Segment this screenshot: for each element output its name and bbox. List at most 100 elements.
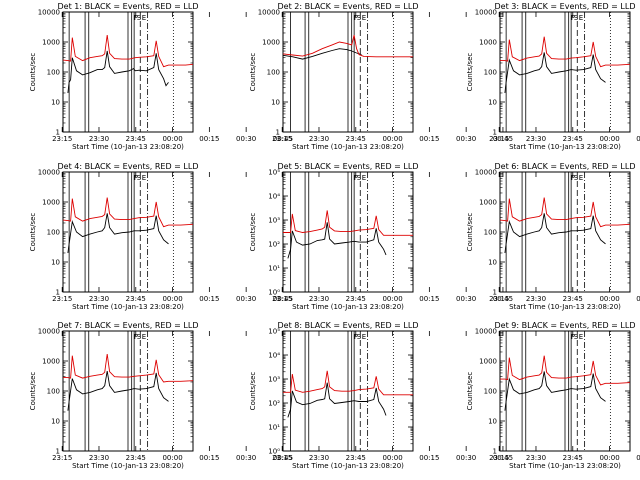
marker-letter: F bbox=[134, 14, 138, 22]
series-line-events bbox=[287, 222, 387, 259]
x-tick-label: 00:30 bbox=[236, 135, 256, 143]
marker-letter: S bbox=[574, 174, 579, 182]
y-tick-label: 1 bbox=[276, 129, 280, 137]
y-tick-label: 10¹ bbox=[268, 424, 280, 432]
x-axis-label: Start Time (10-Jan-13 23:08:20) bbox=[509, 143, 621, 151]
y-axis-label: Counts/sec bbox=[249, 213, 257, 252]
marker-letter: E bbox=[579, 333, 583, 341]
marker-letter: E bbox=[362, 14, 366, 22]
y-tick-label: 10 bbox=[51, 99, 60, 107]
series-line-lld bbox=[282, 34, 413, 58]
marker-letter: S bbox=[574, 333, 579, 341]
y-tick-label: 10 bbox=[488, 99, 497, 107]
marker-letter: S bbox=[357, 174, 362, 182]
x-tick-label: 23:45 bbox=[346, 135, 366, 143]
x-tick-label: 00:30 bbox=[456, 454, 476, 462]
marker-letter: S bbox=[137, 14, 142, 22]
x-tick-label: 23:45 bbox=[346, 295, 366, 303]
series-line-lld bbox=[499, 197, 631, 228]
x-tick-label: 00:15 bbox=[419, 295, 439, 303]
series-line-lld bbox=[283, 370, 413, 396]
marker-letter: E bbox=[142, 174, 146, 182]
y-tick-label: 10⁴ bbox=[268, 352, 280, 360]
x-axis-label: Start Time (10-Jan-13 23:08:20) bbox=[72, 462, 184, 470]
x-tick-label: 00:00 bbox=[382, 135, 402, 143]
marker-letter: E bbox=[362, 174, 366, 182]
x-tick-label: 00:30 bbox=[236, 295, 256, 303]
x-tick-label: 00:00 bbox=[599, 454, 619, 462]
series-line-events bbox=[67, 371, 169, 411]
series-line-lld bbox=[500, 355, 631, 386]
x-tick-label: 00:15 bbox=[199, 135, 219, 143]
x-tick-label: 23:30 bbox=[526, 454, 546, 462]
panel-det-6: Det 6: BLACK = Events, RED = LLD 1 10 100 10… bbox=[466, 162, 640, 311]
x-tick-label: 00:15 bbox=[199, 295, 219, 303]
y-tick-label: 1 bbox=[56, 289, 60, 297]
panel-det-3: Det 3: BLACK = Events, RED = LLD 1 10 100 10… bbox=[466, 2, 640, 151]
panel-title: Det 8: BLACK = Events, RED = LLD bbox=[278, 321, 419, 330]
x-tick-label: 00:00 bbox=[599, 135, 619, 143]
marker-letter: F bbox=[134, 174, 138, 182]
series-line-lld bbox=[62, 35, 194, 68]
y-tick-label: 100 bbox=[47, 388, 60, 396]
y-tick-label: 10000 bbox=[38, 169, 60, 177]
y-tick-label: 100 bbox=[47, 229, 60, 237]
y-tick-label: 10 bbox=[51, 259, 60, 267]
x-tick-label: 23:45 bbox=[126, 135, 146, 143]
x-axis-label: Start Time (10-Jan-13 23:08:20) bbox=[72, 143, 184, 151]
x-tick-label: 00:45 bbox=[273, 135, 293, 143]
series-line-lld bbox=[283, 210, 413, 236]
y-tick-label: 10000 bbox=[475, 169, 497, 177]
x-tick-label: 00:00 bbox=[382, 454, 402, 462]
y-tick-label: 10⁵ bbox=[268, 328, 280, 336]
x-tick-label: 00:45 bbox=[273, 454, 293, 462]
marker-letter: F bbox=[571, 333, 575, 341]
x-tick-label: 00:00 bbox=[162, 454, 182, 462]
marker-letter: S bbox=[357, 14, 362, 22]
y-axis-label: Counts/sec bbox=[466, 53, 474, 92]
y-tick-label: 10² bbox=[268, 241, 280, 249]
y-tick-label: 1 bbox=[56, 448, 60, 456]
x-tick-label: 23:30 bbox=[309, 295, 329, 303]
y-tick-label: 100 bbox=[484, 229, 497, 237]
x-tick-label: 00:15 bbox=[636, 295, 640, 303]
x-tick-label: 00:15 bbox=[419, 135, 439, 143]
panel-det-9: Det 9: BLACK = Events, RED = LLD 1 10 100 10… bbox=[466, 321, 640, 470]
y-tick-label: 10000 bbox=[258, 9, 280, 17]
y-axis-label: Counts/sec bbox=[466, 213, 474, 252]
marker-letter: S bbox=[574, 14, 579, 22]
y-tick-label: 10⁰ bbox=[268, 448, 280, 456]
series-line-events bbox=[282, 48, 362, 60]
x-tick-label: 00:30 bbox=[456, 135, 476, 143]
marker-letter: F bbox=[354, 174, 358, 182]
panel-det-4: Det 4: BLACK = Events, RED = LLD 1 10 100 10… bbox=[29, 162, 293, 311]
y-axis-label: Counts/sec bbox=[29, 213, 37, 252]
y-axis-label: Counts/sec bbox=[466, 372, 474, 411]
y-tick-label: 10 bbox=[488, 259, 497, 267]
y-tick-label: 100 bbox=[47, 69, 60, 77]
y-tick-label: 10 bbox=[488, 418, 497, 426]
panel-title: Det 1: BLACK = Events, RED = LLD bbox=[58, 2, 199, 11]
y-tick-label: 10¹ bbox=[268, 265, 280, 273]
x-tick-label: 23:45 bbox=[563, 295, 583, 303]
y-tick-label: 10⁰ bbox=[268, 289, 280, 297]
x-tick-label: 00:45 bbox=[493, 295, 513, 303]
y-tick-label: 10 bbox=[51, 418, 60, 426]
y-tick-label: 1000 bbox=[42, 199, 60, 207]
x-tick-label: 23:30 bbox=[89, 295, 109, 303]
x-axis-label: Start Time (10-Jan-13 23:08:20) bbox=[292, 143, 404, 151]
x-tick-label: 23:15 bbox=[272, 454, 292, 462]
panel-title: Det 4: BLACK = Events, RED = LLD bbox=[58, 162, 199, 171]
marker-letter: F bbox=[354, 14, 358, 22]
x-tick-label: 23:45 bbox=[346, 454, 366, 462]
x-tick-label: 23:15 bbox=[272, 295, 292, 303]
x-tick-label: 23:30 bbox=[309, 454, 329, 462]
x-tick-label: 23:30 bbox=[89, 454, 109, 462]
marker-letter: S bbox=[357, 333, 362, 341]
y-tick-label: 1000 bbox=[42, 39, 60, 47]
x-tick-label: 00:00 bbox=[162, 135, 182, 143]
y-tick-label: 10⁴ bbox=[268, 193, 280, 201]
x-tick-label: 23:45 bbox=[563, 454, 583, 462]
x-tick-label: 23:15 bbox=[489, 295, 509, 303]
